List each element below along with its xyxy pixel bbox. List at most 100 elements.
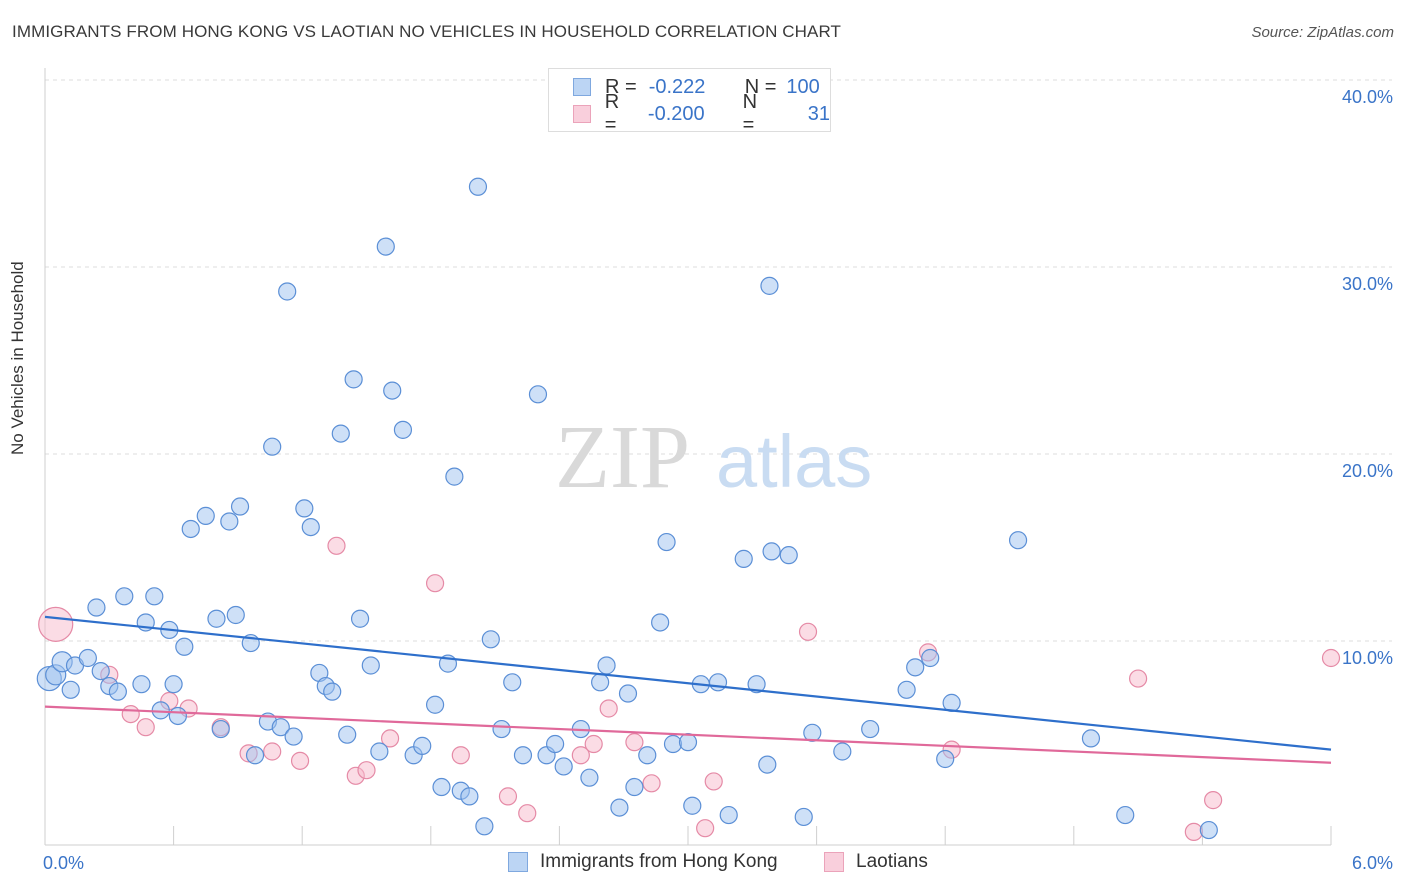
hong-kong-point (762, 542, 781, 561)
hong-kong-point (413, 736, 432, 755)
bottom-legend-label-laotians: Laotians (856, 851, 928, 872)
hong-kong-points (36, 177, 1218, 840)
laotians-point (290, 751, 310, 770)
hong-kong-point (91, 661, 110, 681)
hong-kong-point (651, 613, 670, 632)
tick-labels: 10.0% 20.0% 30.0% 40.0% 0.0% 6.0% (43, 87, 1393, 873)
laotians-point (1128, 669, 1148, 688)
hong-kong-point (936, 749, 955, 769)
hong-kong-point (1008, 531, 1028, 550)
hong-kong-point (657, 532, 676, 552)
hong-kong-point (164, 675, 183, 694)
laotians-point (704, 772, 723, 791)
hong-kong-point (207, 609, 226, 628)
y-tick-label: 30.0% (1342, 274, 1393, 294)
hong-kong-point (861, 719, 880, 739)
laotians-point (38, 606, 74, 642)
hong-kong-point (803, 723, 822, 742)
hong-kong-point (580, 768, 599, 787)
watermark-zip: ZIP (555, 408, 690, 507)
laotians-point (571, 746, 590, 765)
laotians-point (642, 774, 661, 793)
laotians-point (518, 804, 537, 823)
hong-kong-point (361, 656, 380, 675)
hong-kong-point (921, 648, 940, 668)
hong-kong-point (175, 637, 194, 656)
hong-kong-point (344, 370, 363, 389)
hong-kong-point (719, 805, 738, 825)
hong-kong-point (618, 684, 638, 703)
trend-lines (44, 615, 1332, 764)
hong-kong-point (132, 675, 151, 694)
hong-kong-point (503, 673, 522, 692)
hong-kong-point (747, 675, 766, 694)
hong-kong-point (168, 706, 187, 726)
hong-kong-point (610, 798, 629, 817)
hong-kong-point (376, 237, 395, 256)
hong-kong-point (338, 725, 357, 744)
hong-kong-point (108, 682, 127, 701)
hong-kong-point (226, 605, 245, 625)
laotians-point (327, 536, 346, 555)
legend-n-value: 31 (807, 102, 830, 125)
hong-kong-point (323, 682, 342, 701)
hong-kong-point (115, 587, 134, 606)
hong-kong-point (1116, 805, 1135, 825)
hong-kong-point (638, 746, 657, 765)
hong-kong-point (760, 276, 779, 295)
laotians-point (380, 729, 400, 748)
laotians-point (1204, 791, 1223, 810)
hong-kong-point (220, 512, 239, 531)
grid-lines (45, 79, 1392, 642)
hong-kong-point (546, 734, 565, 754)
bottom-legend-swatch-hong-kong (508, 852, 528, 872)
hong-kong-point (383, 381, 402, 400)
laotians-point (599, 699, 618, 718)
hong-kong-point (708, 673, 728, 692)
bottom-legend-label-hong-kong: Immigrants from Hong Kong (540, 851, 778, 872)
legend-n-value: 100 (786, 75, 820, 98)
laotians-point (696, 819, 715, 838)
hong-kong-point (897, 680, 916, 699)
legend-row-laotians: R = -0.200 N = 31 (573, 91, 830, 136)
axes (44, 68, 1332, 846)
watermark: ZIP atlas (555, 408, 872, 507)
trend-line-laotians (44, 705, 1332, 764)
hong-kong-point (271, 718, 290, 737)
hong-kong-point (597, 656, 616, 675)
legend-n-label: N = (744, 75, 777, 98)
legend-swatch-laotians (573, 105, 591, 123)
laotians-point (625, 733, 644, 752)
legend-r-value: -0.200 (647, 102, 705, 125)
laotians-point (584, 734, 603, 754)
laotians-point (1321, 648, 1341, 668)
y-tick-label: 40.0% (1342, 87, 1393, 107)
hong-kong-point (245, 746, 265, 765)
hong-kong-point (295, 499, 314, 518)
laotians-point (451, 746, 470, 765)
y-tick-label: 20.0% (1342, 461, 1393, 481)
bottom-legend-swatch-laotians (824, 852, 844, 872)
hong-kong-point (528, 385, 548, 404)
hong-kong-point (145, 587, 164, 606)
hong-kong-point (393, 420, 413, 439)
hong-kong-point (263, 437, 282, 456)
hong-kong-point (468, 177, 488, 196)
legend-r-label: R = (605, 75, 637, 98)
hong-kong-point (678, 733, 698, 752)
hong-kong-point (350, 609, 370, 628)
laotians-point (263, 742, 282, 761)
laotians-points (38, 536, 1341, 842)
hong-kong-point (331, 424, 350, 443)
hong-kong-point (481, 630, 500, 649)
laotians-point (1184, 822, 1203, 842)
hong-kong-point (460, 787, 479, 806)
y-axis-label: No Vehicles in Household (8, 261, 27, 455)
hong-kong-point (591, 673, 610, 692)
hong-kong-point (779, 546, 798, 565)
hong-kong-point (663, 734, 683, 754)
hong-kong-point (284, 727, 303, 746)
hong-kong-point (78, 648, 97, 668)
hong-kong-point (475, 817, 494, 836)
